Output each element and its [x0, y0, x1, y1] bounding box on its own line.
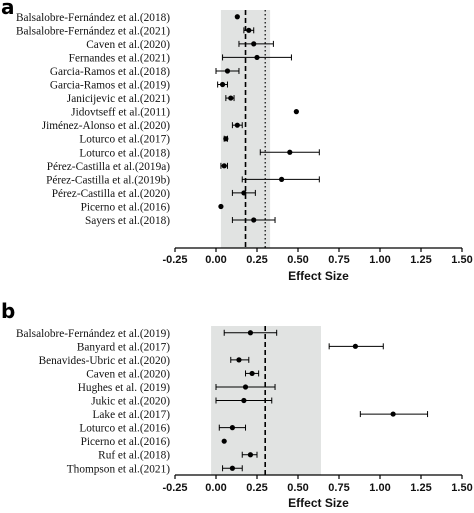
- study-label: Jidovtseff et al.(2011): [71, 107, 170, 119]
- study-label: Thompson et al.(2021): [67, 463, 170, 475]
- study-label: Jukic et al.(2020): [91, 396, 170, 408]
- x-tick-label: 0.25: [246, 254, 267, 266]
- x-tick-label: 0.50: [287, 254, 308, 266]
- study-label: Pérez-Castilla et al.(2019b): [46, 174, 170, 186]
- effect-point: [246, 27, 252, 33]
- effect-point: [247, 330, 254, 336]
- study-label: Fernandes et al.(2021): [69, 52, 171, 64]
- study-label: Sayers et al.(2018): [85, 215, 170, 227]
- effect-point: [229, 425, 235, 431]
- x-tick-label: 1.25: [410, 482, 431, 494]
- effect-point: [241, 190, 247, 196]
- study-label: Jiménez-Alonso et al.(2020): [42, 120, 171, 132]
- x-tick-label: 0.75: [328, 254, 349, 266]
- effect-point: [219, 81, 226, 88]
- effect-point: [234, 122, 240, 128]
- x-axis-title: Effect Size: [288, 496, 349, 510]
- effect-point: [251, 217, 257, 223]
- effect-point: [221, 163, 227, 169]
- effect-point: [229, 465, 235, 471]
- study-label: Ruf et al.(2018): [98, 450, 170, 462]
- effect-point: [236, 357, 242, 363]
- study-label: Picerno et al.(2016): [81, 201, 171, 213]
- study-label: Balsalobre-Fernández et al.(2019): [16, 328, 170, 340]
- study-label: Garcia-Ramos et al.(2019): [50, 80, 170, 92]
- study-label: Benavides-Ubric et al.(2020): [39, 355, 171, 367]
- x-tick-label: 1.00: [369, 482, 390, 494]
- pooled-ci-band: [220, 10, 271, 248]
- study-label: Balsalobre-Fernández et al.(2018): [16, 12, 170, 24]
- panel-letter: a: [1, 0, 15, 19]
- effect-point: [242, 384, 249, 390]
- study-label: Janicijevic et al.(2021): [67, 93, 170, 105]
- effect-point: [279, 176, 285, 182]
- x-tick-label: 0.00: [205, 254, 226, 266]
- study-label: Banyard et al.(2017): [77, 341, 170, 353]
- effect-point: [390, 411, 396, 417]
- x-tick-label: -0.25: [162, 254, 187, 266]
- effect-point: [251, 41, 257, 47]
- effect-point: [241, 397, 247, 404]
- effect-point: [228, 95, 234, 101]
- x-tick-label: 0.25: [246, 482, 267, 494]
- effect-point: [254, 54, 260, 61]
- effect-point: [247, 452, 254, 458]
- effect-point: [218, 203, 224, 210]
- effect-point: [249, 370, 255, 377]
- study-label: Pérez-Castilla et al.(2019a): [47, 161, 171, 173]
- effect-point: [287, 149, 293, 155]
- x-tick-label: 0.50: [287, 482, 308, 494]
- effect-point: [352, 343, 358, 349]
- study-label: Caven et al.(2020): [86, 368, 170, 380]
- forest-panel-a: Balsalobre-Fernández et al.(2018)Balsalo…: [1, 0, 473, 283]
- effect-point: [224, 68, 231, 74]
- study-label: Loturco et al.(2017): [79, 134, 170, 146]
- x-tick-label: 1.50: [451, 482, 472, 494]
- x-tick-label: 1.00: [369, 254, 390, 266]
- panel-letter: b: [1, 299, 15, 323]
- study-label: Picerno et al.(2016): [81, 436, 171, 448]
- x-axis-title: Effect Size: [288, 269, 349, 283]
- effect-point: [234, 14, 240, 20]
- study-label: Lake et al.(2017): [93, 409, 171, 421]
- forest-panel-b: Balsalobre-Fernández et al.(2019)Banyard…: [1, 299, 473, 510]
- study-label: Loturco et al.(2016): [79, 423, 170, 435]
- effect-point: [223, 136, 229, 142]
- study-label: Loturco et al.(2018): [79, 147, 170, 159]
- study-label: Pérez-Castilla et al.(2020): [52, 188, 170, 200]
- x-tick-label: 0.75: [328, 482, 349, 494]
- effect-point: [293, 109, 299, 115]
- x-tick-label: -0.25: [162, 482, 187, 494]
- x-tick-label: 0.00: [205, 482, 226, 494]
- study-label: Caven et al.(2020): [86, 39, 170, 51]
- x-tick-label: 1.25: [410, 254, 431, 266]
- study-label: Balsalobre-Fernández et al.(2021): [16, 25, 170, 37]
- effect-point: [221, 438, 227, 444]
- x-tick-label: 1.50: [451, 254, 472, 266]
- study-label: Garcia-Ramos et al.(2018): [50, 66, 170, 78]
- study-label: Hughes et al. (2019): [78, 382, 170, 394]
